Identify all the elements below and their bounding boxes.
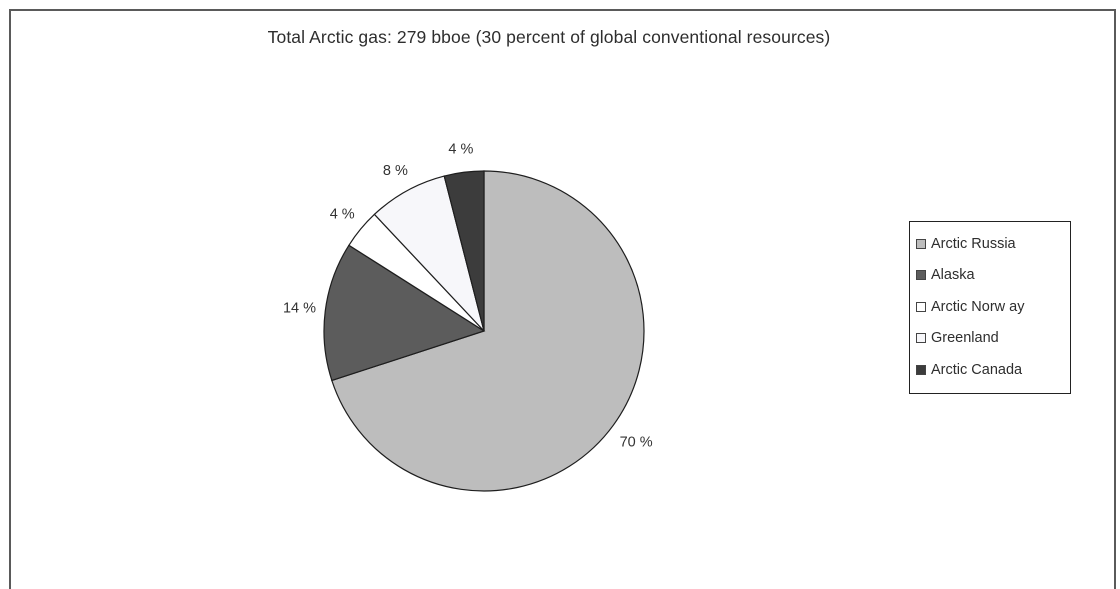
legend-label: Greenland (931, 330, 999, 347)
legend-item-alaska: Alaska (910, 260, 1070, 292)
legend-swatch (916, 301, 926, 312)
pie-slice-label: 8 % (383, 163, 408, 179)
pie-slice-arctic-russia (331, 170, 645, 492)
legend-label: Arctic Canada (931, 361, 1023, 378)
chart-title: Total Arctic gas: 279 bboe (30 percent o… (267, 27, 831, 47)
pie-slice-label: 70 % (620, 435, 653, 451)
pie-slice-arctic-canada (443, 170, 485, 332)
chart-legend: Arctic Russia Alaska Arctic Norw ay Gree… (909, 221, 1071, 394)
legend-label: Arctic Norw ay (931, 298, 1025, 315)
legend-swatch (916, 364, 926, 375)
legend-item-greenland: Greenland (910, 323, 1070, 355)
legend-swatch (916, 270, 926, 281)
pie-slice-label: 4 % (330, 207, 355, 223)
pie-slice-label: 4 % (448, 142, 473, 158)
pie-slice-label: 14 % (283, 301, 316, 317)
legend-swatch (916, 238, 926, 249)
pie-slice-alaska (323, 244, 486, 382)
legend-item-arctic-norway: Arctic Norw ay (910, 291, 1070, 323)
legend-label: Alaska (931, 267, 975, 284)
legend-item-arctic-canada: Arctic Canada (910, 354, 1070, 386)
legend-swatch (916, 333, 926, 344)
legend-item-arctic-russia: Arctic Russia (910, 228, 1070, 260)
legend-label: Arctic Russia (931, 235, 1016, 252)
